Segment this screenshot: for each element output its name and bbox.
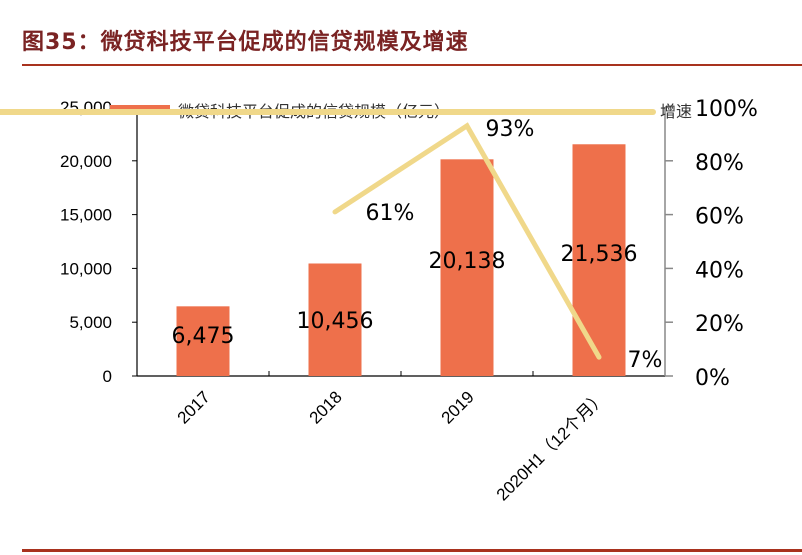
- left-tick-label: 15,000: [60, 206, 112, 225]
- line-value-label: 61%: [366, 201, 415, 226]
- bar: [572, 144, 626, 376]
- title-divider: [22, 64, 802, 66]
- bar: [308, 263, 362, 376]
- left-tick-label: 20,000: [60, 152, 112, 171]
- right-tick-label: 80%: [695, 151, 744, 176]
- line-data-labels: 61% 93% 7%: [366, 117, 663, 373]
- bar-value-label: 21,536: [561, 242, 638, 267]
- line-series: [332, 122, 602, 360]
- line-value-label: 7%: [628, 348, 663, 373]
- x-category-label: 2020H1（12个月）: [493, 387, 610, 504]
- x-category-label: 2018: [306, 387, 346, 427]
- bar-data-labels: 6,475 10,456 20,138 21,536: [172, 242, 638, 349]
- bar-value-label: 10,456: [297, 309, 374, 334]
- legend: 微贷科技平台促成的信贷规模（亿元） 增速: [0, 102, 692, 121]
- bottom-divider: [22, 549, 802, 552]
- legend-line-label: 增速: [660, 102, 692, 121]
- bar-series: [176, 144, 626, 376]
- right-tick-label: 20%: [695, 312, 744, 337]
- right-y-axis: 0% 20% 40% 60% 80% 100%: [664, 97, 758, 391]
- x-category-label: 2019: [438, 387, 478, 427]
- x-axis-categories: 2017 2018 2019 2020H1（12个月）: [174, 387, 610, 504]
- left-tick-label: 10,000: [60, 259, 112, 278]
- bar-value-label: 6,475: [172, 324, 235, 349]
- bar: [440, 159, 494, 376]
- right-tick-label: 0%: [695, 366, 730, 391]
- right-tick-label: 60%: [695, 205, 744, 230]
- left-tick-label: 0: [103, 367, 112, 386]
- left-tick-label: 5,000: [69, 313, 112, 332]
- bar: [176, 306, 230, 376]
- figure-title: 图35：微贷科技平台促成的信贷规模及增速: [22, 30, 469, 55]
- right-tick-label: 100%: [695, 97, 758, 122]
- x-category-label: 2017: [174, 387, 214, 427]
- line-value-label: 93%: [486, 117, 535, 142]
- growth-line: [332, 122, 602, 360]
- bar-value-label: 20,138: [429, 249, 506, 274]
- right-tick-label: 40%: [695, 258, 744, 283]
